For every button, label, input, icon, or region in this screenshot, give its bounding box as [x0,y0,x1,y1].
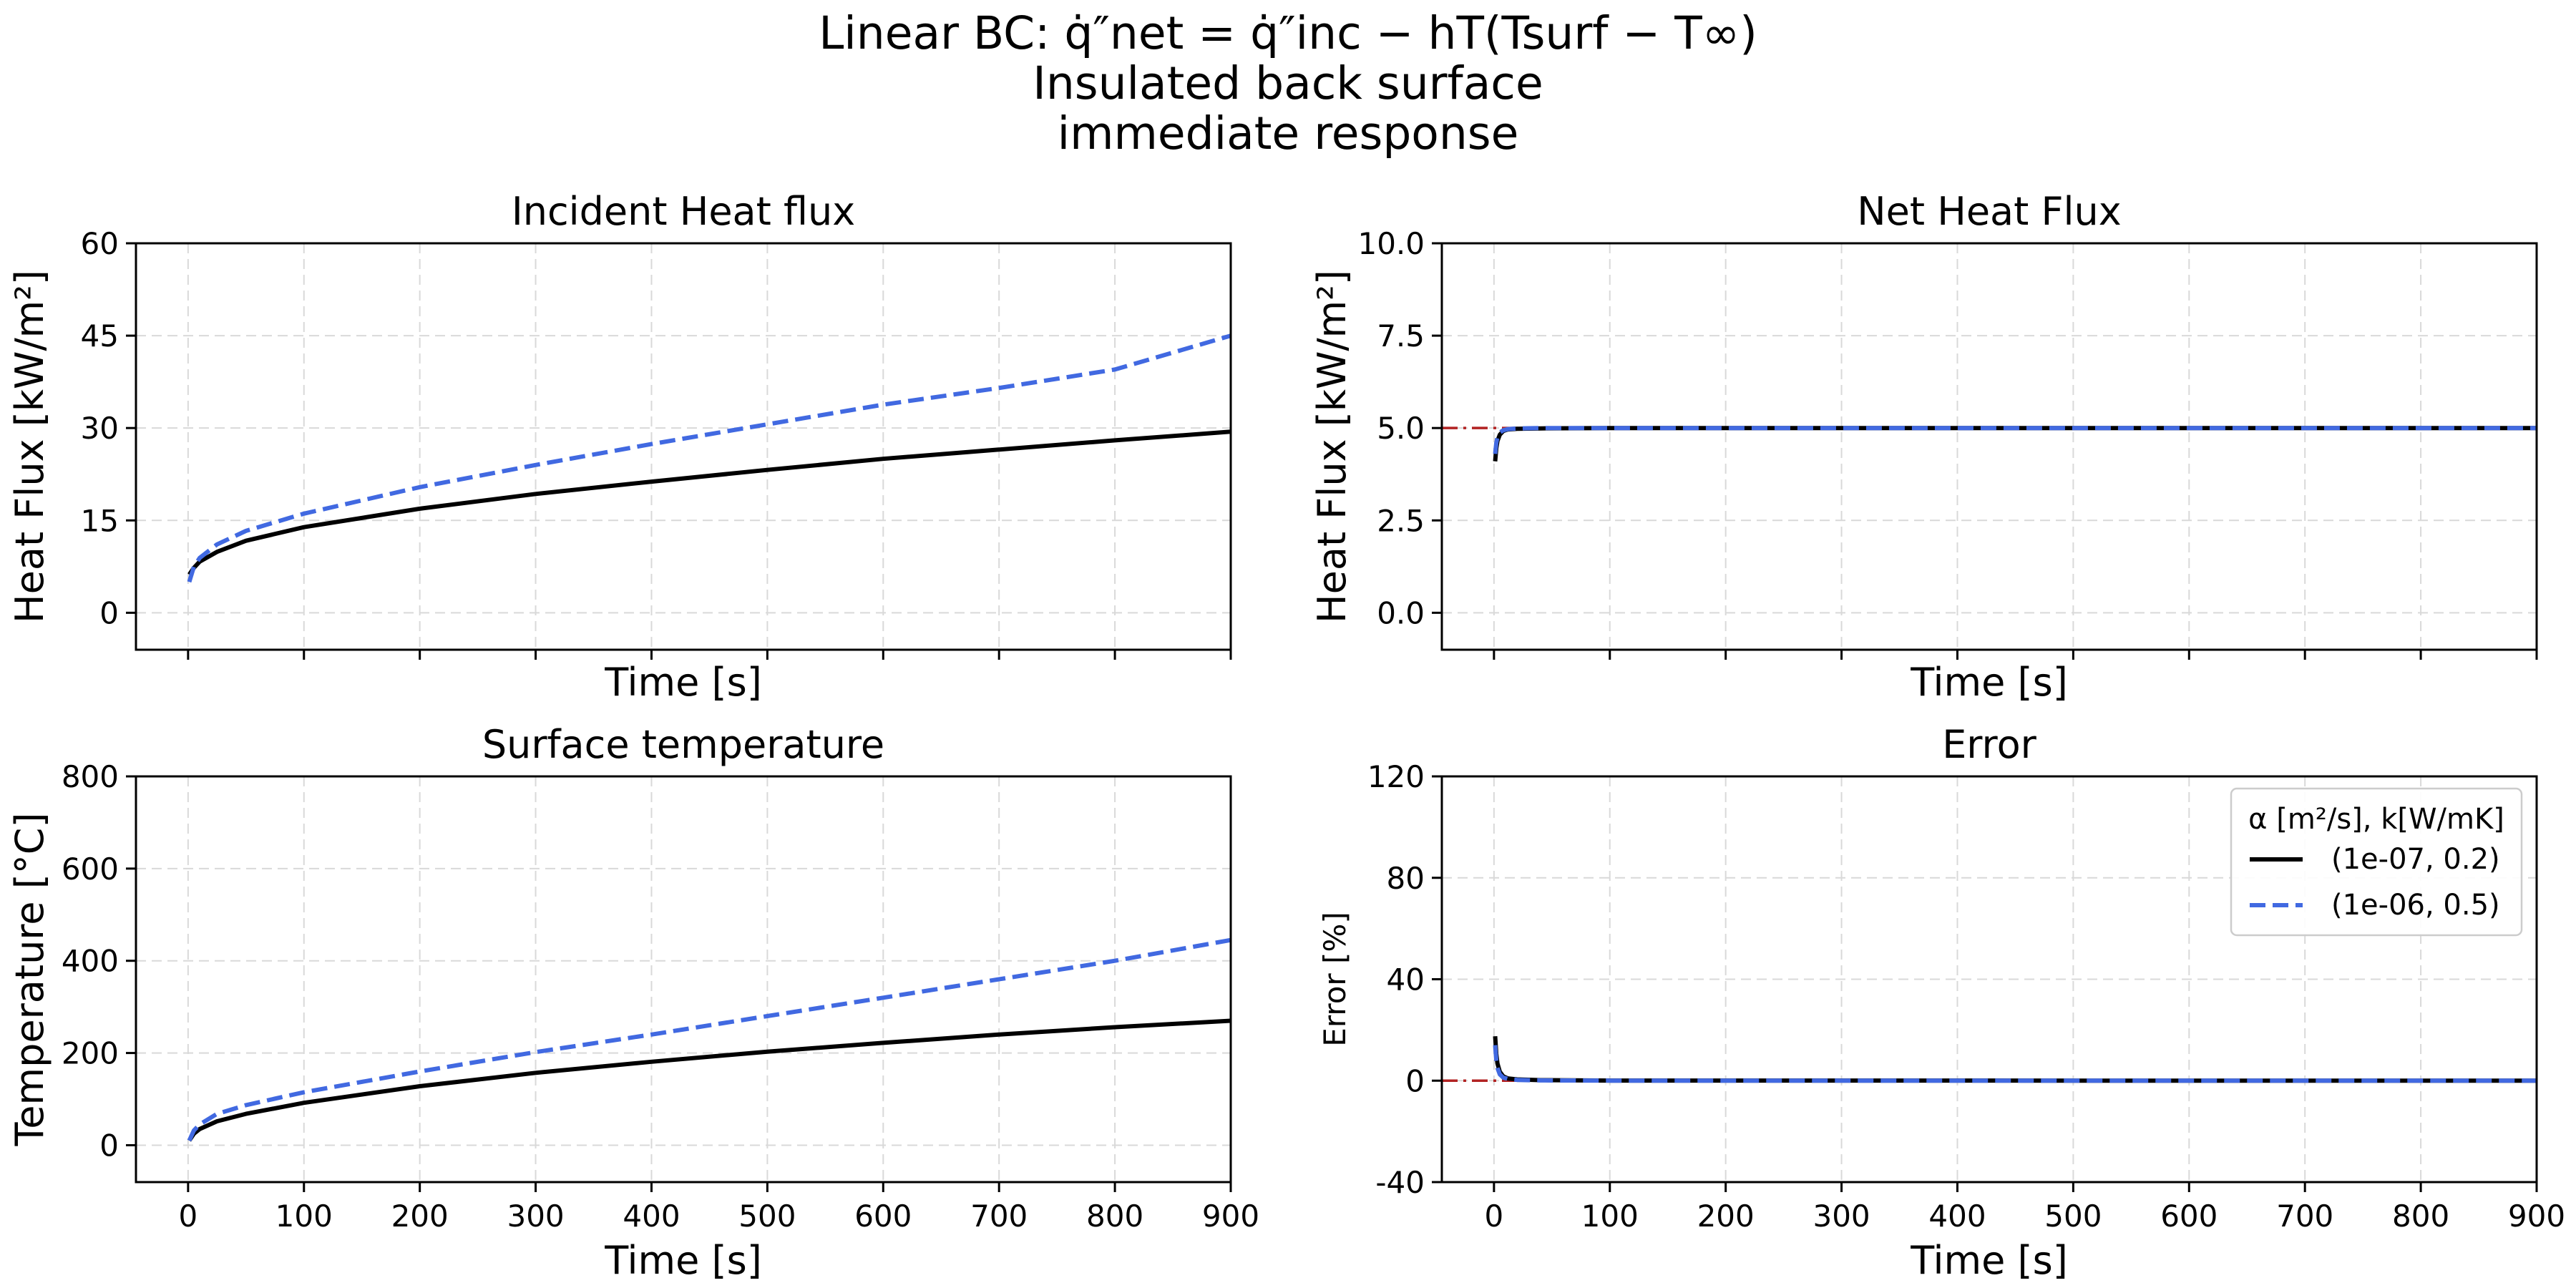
y-tick-label: 800 [62,759,119,794]
y-tick-label: 600 [62,852,119,887]
panel-title: Net Heat Flux [1857,189,2121,234]
legend-title: α [m²/s], k[W/mK] [2248,803,2504,836]
x-tick-label: 900 [2508,1199,2565,1234]
panel-title: Incident Heat flux [512,189,855,234]
axes-frame [135,775,1232,1184]
axes-frame [135,242,1232,651]
x-tick-label: 100 [1581,1199,1639,1234]
x-tick-label: 200 [1697,1199,1755,1234]
series-line-1 [187,1018,1231,1142]
series-line-2 [1493,426,2537,454]
x-axis-label: Time [s] [604,660,762,705]
x-tick-label: 0 [178,1199,197,1234]
x-tick-label: 300 [1813,1199,1870,1234]
plot-area [187,333,1231,583]
plot-area [187,937,1231,1142]
panel-net: 0.0 2.5 5.0 7.5 10.0 Net Heat Flux Time [s] Hea… [1309,189,2538,705]
series-line-1 [1493,426,2537,462]
panel-title: Error [1942,722,2036,767]
y-tick-label: 15 [81,503,119,538]
series-line-1 [1493,1036,2537,1083]
y-tick-label: 0.0 [1377,595,1425,630]
y-axis-label: Error [%] [1317,912,1352,1046]
x-tick-label: 500 [738,1199,796,1234]
y-axis-label: Heat Flux [kW/m²] [1309,270,1355,623]
figure-title-line-3: immediate response [1058,107,1519,160]
x-tick-label: 500 [2044,1199,2102,1234]
panel-error: 0 100 200 300 400 500 600 700 800 900 -40 0 40 80 120 E… [1317,722,2565,1283]
y-tick-label: 45 [81,318,119,353]
y-tick-label: 0 [99,1128,119,1163]
x-tick-label: 200 [391,1199,449,1234]
x-tick-label: 0 [1484,1199,1503,1234]
x-tick-label: 400 [1928,1199,1986,1234]
y-tick-label: 400 [62,944,119,979]
y-tick-label: -40 [1375,1165,1425,1200]
y-tick-label: 80 [1387,861,1425,896]
x-tick-label: 900 [1202,1199,1259,1234]
y-tick-label: 5.0 [1377,411,1425,446]
y-tick-label: 0 [1405,1063,1425,1098]
y-tick-label: 60 [81,226,119,261]
x-axis-label: Time [s] [604,1238,762,1283]
panel-surface-temp: 0 100 200 300 400 500 600 700 800 900 0 200 400 600 80… [7,722,1259,1283]
series-line-2 [187,937,1231,1142]
plot-area [1442,426,2537,462]
y-tick-label: 40 [1387,962,1425,997]
y-tick-label: 0 [99,595,119,630]
y-tick-label: 120 [1367,759,1425,794]
y-axis-label: Temperature [°C] [7,812,52,1146]
x-tick-label: 600 [854,1199,912,1234]
series-line-2 [187,333,1231,583]
y-tick-label: 2.5 [1377,503,1425,538]
y-tick-label: 30 [81,411,119,446]
subplot-grid: 0 15 30 45 60 Incident Heat flux Time [s] Heat … [7,189,2565,1283]
legend-entry-2: (1e-06, 0.5) [2331,889,2500,922]
y-tick-label: 200 [62,1036,119,1071]
panel-incident: 0 15 30 45 60 Incident Heat flux Time [s] Heat … [7,189,1232,705]
figure-title-line-1: Linear BC: q̇″net = q̇″inc − hT(Tsurf − … [819,7,1757,59]
legend: α [m²/s], k[W/mK] (1e-07, 0.2) (1e-06, 0.5… [2230,787,2523,937]
legend-box [2230,787,2523,937]
legend-entry-1: (1e-07, 0.2) [2331,843,2500,876]
series-line-2 [1493,1045,2537,1083]
x-tick-label: 700 [2276,1199,2333,1234]
x-axis-label: Time [s] [1910,1238,2068,1283]
panel-title: Surface temperature [482,722,884,767]
y-axis-label: Heat Flux [kW/m²] [7,270,52,623]
x-tick-label: 800 [2392,1199,2449,1234]
y-tick-label: 7.5 [1377,318,1425,353]
axes-frame [1440,242,2538,651]
x-tick-label: 100 [275,1199,333,1234]
x-tick-label: 800 [1086,1199,1143,1234]
x-tick-label: 600 [2160,1199,2218,1234]
figure-title-line-2: Insulated back surface [1033,57,1543,109]
x-tick-label: 400 [623,1199,680,1234]
plot-area [1442,1036,2537,1083]
series-line-1 [187,429,1231,576]
y-tick-label: 10.0 [1357,226,1425,261]
x-axis-label: Time [s] [1910,660,2068,705]
x-tick-label: 300 [507,1199,564,1234]
x-tick-label: 700 [970,1199,1028,1234]
figure-title: Linear BC: q̇″net = q̇″inc − hT(Tsurf − … [819,7,1757,160]
